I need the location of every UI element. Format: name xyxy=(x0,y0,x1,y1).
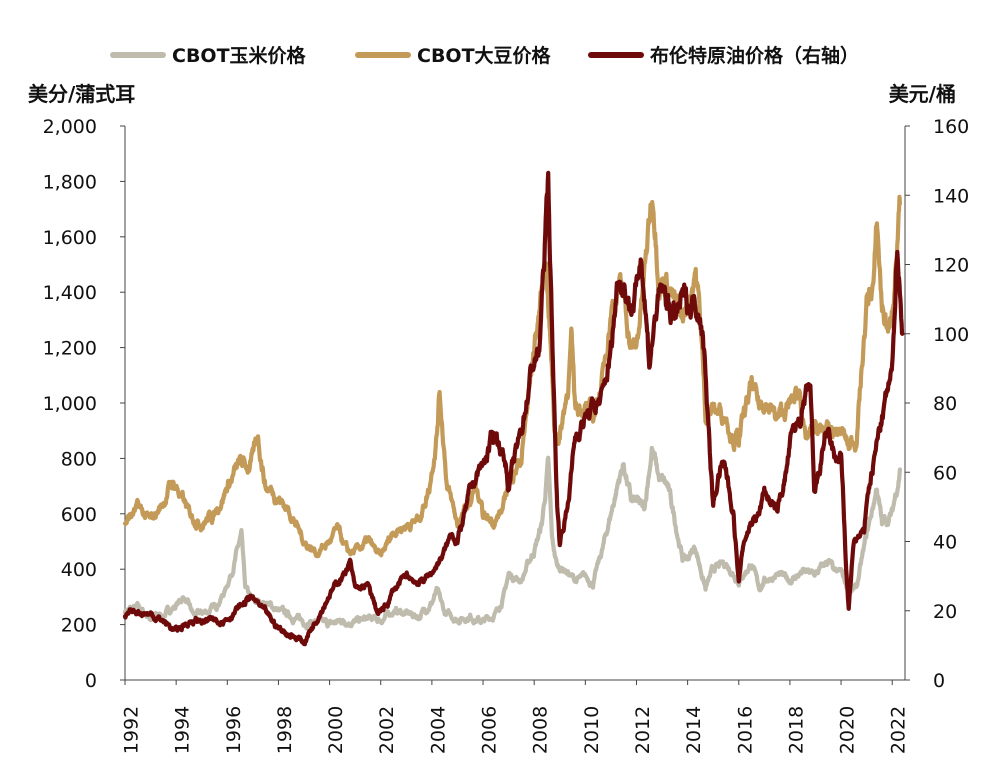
x-axis-tick-label: 1994 xyxy=(172,706,194,754)
right-axis-tick-label: 20 xyxy=(933,601,957,623)
legend-item-brent: 布伦特原油价格（右轴） xyxy=(588,41,859,68)
x-axis-tick-label: 2016 xyxy=(734,706,756,754)
right-axis-tick-label: 80 xyxy=(933,393,957,415)
legend-item-corn: CBOT玉米价格 xyxy=(110,41,306,68)
right-axis-tick-label: 40 xyxy=(933,532,957,554)
legend-swatch-brent xyxy=(588,51,644,58)
right-axis-tick-label: 60 xyxy=(933,462,957,484)
x-axis-tick-label: 2006 xyxy=(479,706,501,754)
right-axis-tick-label: 0 xyxy=(933,670,945,692)
x-axis-tick-label: 2002 xyxy=(376,706,398,754)
left-axis-tick-label: 1,800 xyxy=(43,171,97,193)
legend-label-corn: CBOT玉米价格 xyxy=(172,45,306,67)
x-axis-tick-label: 2014 xyxy=(683,706,705,754)
x-axis-tick-label: 2008 xyxy=(530,706,552,754)
left-axis-tick-label: 200 xyxy=(61,615,97,637)
right-axis-tick-label: 160 xyxy=(933,116,969,138)
x-axis-tick-label: 1996 xyxy=(223,706,245,754)
legend-swatch-corn xyxy=(110,51,166,58)
x-axis-tick-label: 2004 xyxy=(427,706,449,754)
left-axis-tick-label: 1,000 xyxy=(43,393,97,415)
left-axis-tick-label: 0 xyxy=(85,670,97,692)
series-line-1 xyxy=(122,194,902,559)
left-axis-tick-label: 1,400 xyxy=(43,282,97,304)
left-axis-tick-label: 1,200 xyxy=(43,338,97,360)
x-axis-tick-label: 1998 xyxy=(274,706,296,754)
x-axis-tick-label: 1992 xyxy=(121,706,143,754)
legend: CBOT玉米价格 CBOT大豆价格 布伦特原油价格（右轴） xyxy=(0,41,997,75)
right-axis-tick-label: 120 xyxy=(933,255,969,277)
left-axis-tick-label: 1,600 xyxy=(43,227,97,249)
left-axis-tick-label: 600 xyxy=(61,504,97,526)
x-axis-tick-label: 2012 xyxy=(632,706,654,754)
legend-item-soybean: CBOT大豆价格 xyxy=(355,41,551,68)
left-axis-unit-label: 美分/蒲式耳 xyxy=(28,82,136,106)
left-axis-tick-label: 400 xyxy=(61,559,97,581)
x-axis-tick-label: 2018 xyxy=(785,706,807,754)
right-axis-tick-label: 140 xyxy=(933,185,969,207)
right-axis-tick-label: 100 xyxy=(933,324,969,346)
legend-label-soybean: CBOT大豆价格 xyxy=(417,45,551,67)
x-axis-tick-label: 2000 xyxy=(325,706,347,754)
x-axis-tick-label: 2010 xyxy=(581,706,603,754)
legend-swatch-soybean xyxy=(355,51,411,58)
series-line-2 xyxy=(122,170,905,647)
left-axis-tick-label: 800 xyxy=(61,448,97,470)
x-axis-tick-label: 2022 xyxy=(888,706,910,754)
left-axis-tick-label: 2,000 xyxy=(43,116,97,138)
x-axis-tick-label: 2020 xyxy=(837,706,859,754)
legend-label-brent: 布伦特原油价格（右轴） xyxy=(650,45,860,67)
right-axis-unit-label: 美元/桶 xyxy=(888,82,956,106)
